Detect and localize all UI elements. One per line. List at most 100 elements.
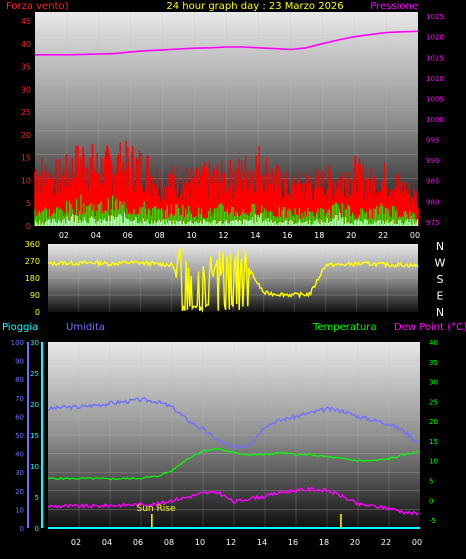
x-tick-label: 20: [350, 538, 360, 547]
humidity-axis: 0 10 20 30 40 50 60 70 80 90 100: [11, 339, 24, 533]
temperature-axis: -5 0 5 10 15 20 25 30 35 40: [429, 339, 438, 525]
rain-axis: 0 5 10 15 20 25 30: [30, 339, 39, 533]
temperature-tick-label: 25: [429, 398, 438, 406]
humidity-tick-label: 10: [15, 506, 24, 514]
x-tick-label: 06: [123, 231, 133, 240]
x-tick-label: 08: [155, 231, 165, 240]
humidity-line: [47, 397, 419, 451]
wind-tick-label: 30: [21, 85, 31, 94]
humidity-tick-label: 100: [11, 339, 24, 347]
x-tick-label: 00: [410, 231, 420, 240]
rain-tick-label: 0: [35, 525, 39, 533]
direction-tick-label: 180: [25, 274, 40, 283]
compass-label: W: [435, 257, 446, 270]
wind-direction-line: [47, 247, 419, 314]
direction-tick-label: 270: [25, 257, 40, 266]
x-tick-label: 16: [282, 231, 292, 240]
x-tick-label: 12: [226, 538, 236, 547]
wind-tick-label: 35: [21, 63, 31, 72]
sunrise-label: Sun Rise: [137, 504, 176, 514]
wind-tick-label: 45: [21, 17, 31, 26]
x-tick-label: 08: [164, 538, 174, 547]
chart-title: 24 hour graph day : 23 Marzo 2026: [166, 1, 343, 12]
humidity-tick-label: 50: [15, 432, 24, 440]
pressure-tick-label: 1015: [426, 54, 444, 62]
pressure-line: [35, 30, 419, 56]
humidity-tick-label: 0: [20, 525, 24, 533]
x-tick-label: 06: [133, 538, 143, 547]
pressure-tick-label: 1025: [426, 13, 444, 21]
wind-tick-label: 15: [21, 154, 31, 163]
rain-tick-label: 25: [30, 370, 39, 378]
direction-tick-label: 0: [35, 308, 40, 317]
temperature-tick-label: 0: [429, 497, 433, 505]
temp-x-axis: 02 04 06 08 10 12 14 16 18 20 22 00: [71, 538, 422, 547]
wind-tick-label: 25: [21, 108, 31, 117]
pressure-axis: 975 980 985 990 995 1000 1005 1010 1015 1020 1025: [426, 13, 444, 227]
x-tick-label: 02: [71, 538, 81, 547]
temp-humidity-series: [47, 397, 420, 529]
x-tick-label: 22: [378, 231, 388, 240]
pressure-tick-label: 980: [426, 198, 439, 206]
wind-tick-label: 5: [26, 199, 31, 208]
humidity-tick-label: 60: [15, 413, 24, 421]
temperature-tick-label: 35: [429, 359, 438, 367]
humidity-tick-label: 20: [15, 488, 24, 496]
pressure-tick-label: 995: [426, 137, 439, 145]
direction-tick-label: 360: [25, 240, 40, 249]
pressure-label: Pressione: [370, 1, 418, 12]
wind-pressure-series: [34, 30, 419, 226]
dewpoint-label: Dew Point (°C): [394, 322, 466, 333]
pressure-tick-label: 1020: [426, 34, 444, 42]
compass-label: E: [437, 290, 444, 303]
x-tick-label: 14: [250, 231, 260, 240]
temperature-tick-label: 15: [429, 438, 438, 446]
wind-tick-label: 40: [21, 40, 31, 49]
rain-tick-label: 20: [30, 401, 39, 409]
wind-speed-label: Forza vento): [6, 1, 69, 12]
pressure-tick-label: 1005: [426, 95, 444, 103]
x-tick-label: 10: [195, 538, 205, 547]
humidity-label: Umidita: [66, 322, 105, 333]
wind-x-axis: 02 04 06 08 10 12 14 16 18 20 22 00: [59, 231, 420, 240]
direction-tick-label: 90: [30, 291, 40, 300]
wind-axis: 0 5 10 15 20 25 30 35 40 45: [21, 17, 31, 231]
temperature-tick-label: 20: [429, 418, 438, 426]
dewpoint-line: [47, 486, 419, 516]
temperature-tick-label: 5: [429, 478, 433, 486]
rain-tick-label: 30: [30, 339, 39, 347]
temperature-label: Temperatura: [312, 322, 377, 333]
x-tick-label: 16: [288, 538, 298, 547]
temperature-tick-label: 10: [429, 458, 438, 466]
temperature-line: [47, 447, 419, 481]
wind-tick-label: 0: [26, 222, 31, 231]
x-tick-label: 18: [319, 538, 329, 547]
pressure-tick-label: 1010: [426, 75, 444, 83]
x-tick-label: 12: [218, 231, 228, 240]
x-tick-label: 20: [346, 231, 356, 240]
wind-tick-label: 10: [21, 176, 31, 185]
pressure-tick-label: 990: [426, 157, 439, 165]
rain-label: Pioggia: [2, 322, 38, 333]
compass-label: N: [436, 240, 444, 253]
x-tick-label: 10: [186, 231, 196, 240]
rain-tick-label: 5: [35, 494, 39, 502]
humidity-tick-label: 70: [15, 395, 24, 403]
x-tick-label: 22: [381, 538, 391, 547]
humidity-tick-label: 40: [15, 451, 24, 459]
humidity-tick-label: 90: [15, 358, 24, 366]
temperature-tick-label: 30: [429, 379, 438, 387]
pressure-tick-label: 985: [426, 178, 439, 186]
rain-tick-label: 10: [30, 463, 39, 471]
pressure-tick-label: 975: [426, 219, 439, 227]
wind-tick-label: 20: [21, 131, 31, 140]
temp-humidity-gridlines: [48, 342, 420, 528]
x-tick-label: 14: [257, 538, 267, 547]
pressure-tick-label: 1000: [426, 116, 444, 124]
wind-direction-series: [47, 247, 419, 314]
humidity-tick-label: 80: [15, 376, 24, 384]
rain-tick-label: 15: [30, 432, 39, 440]
